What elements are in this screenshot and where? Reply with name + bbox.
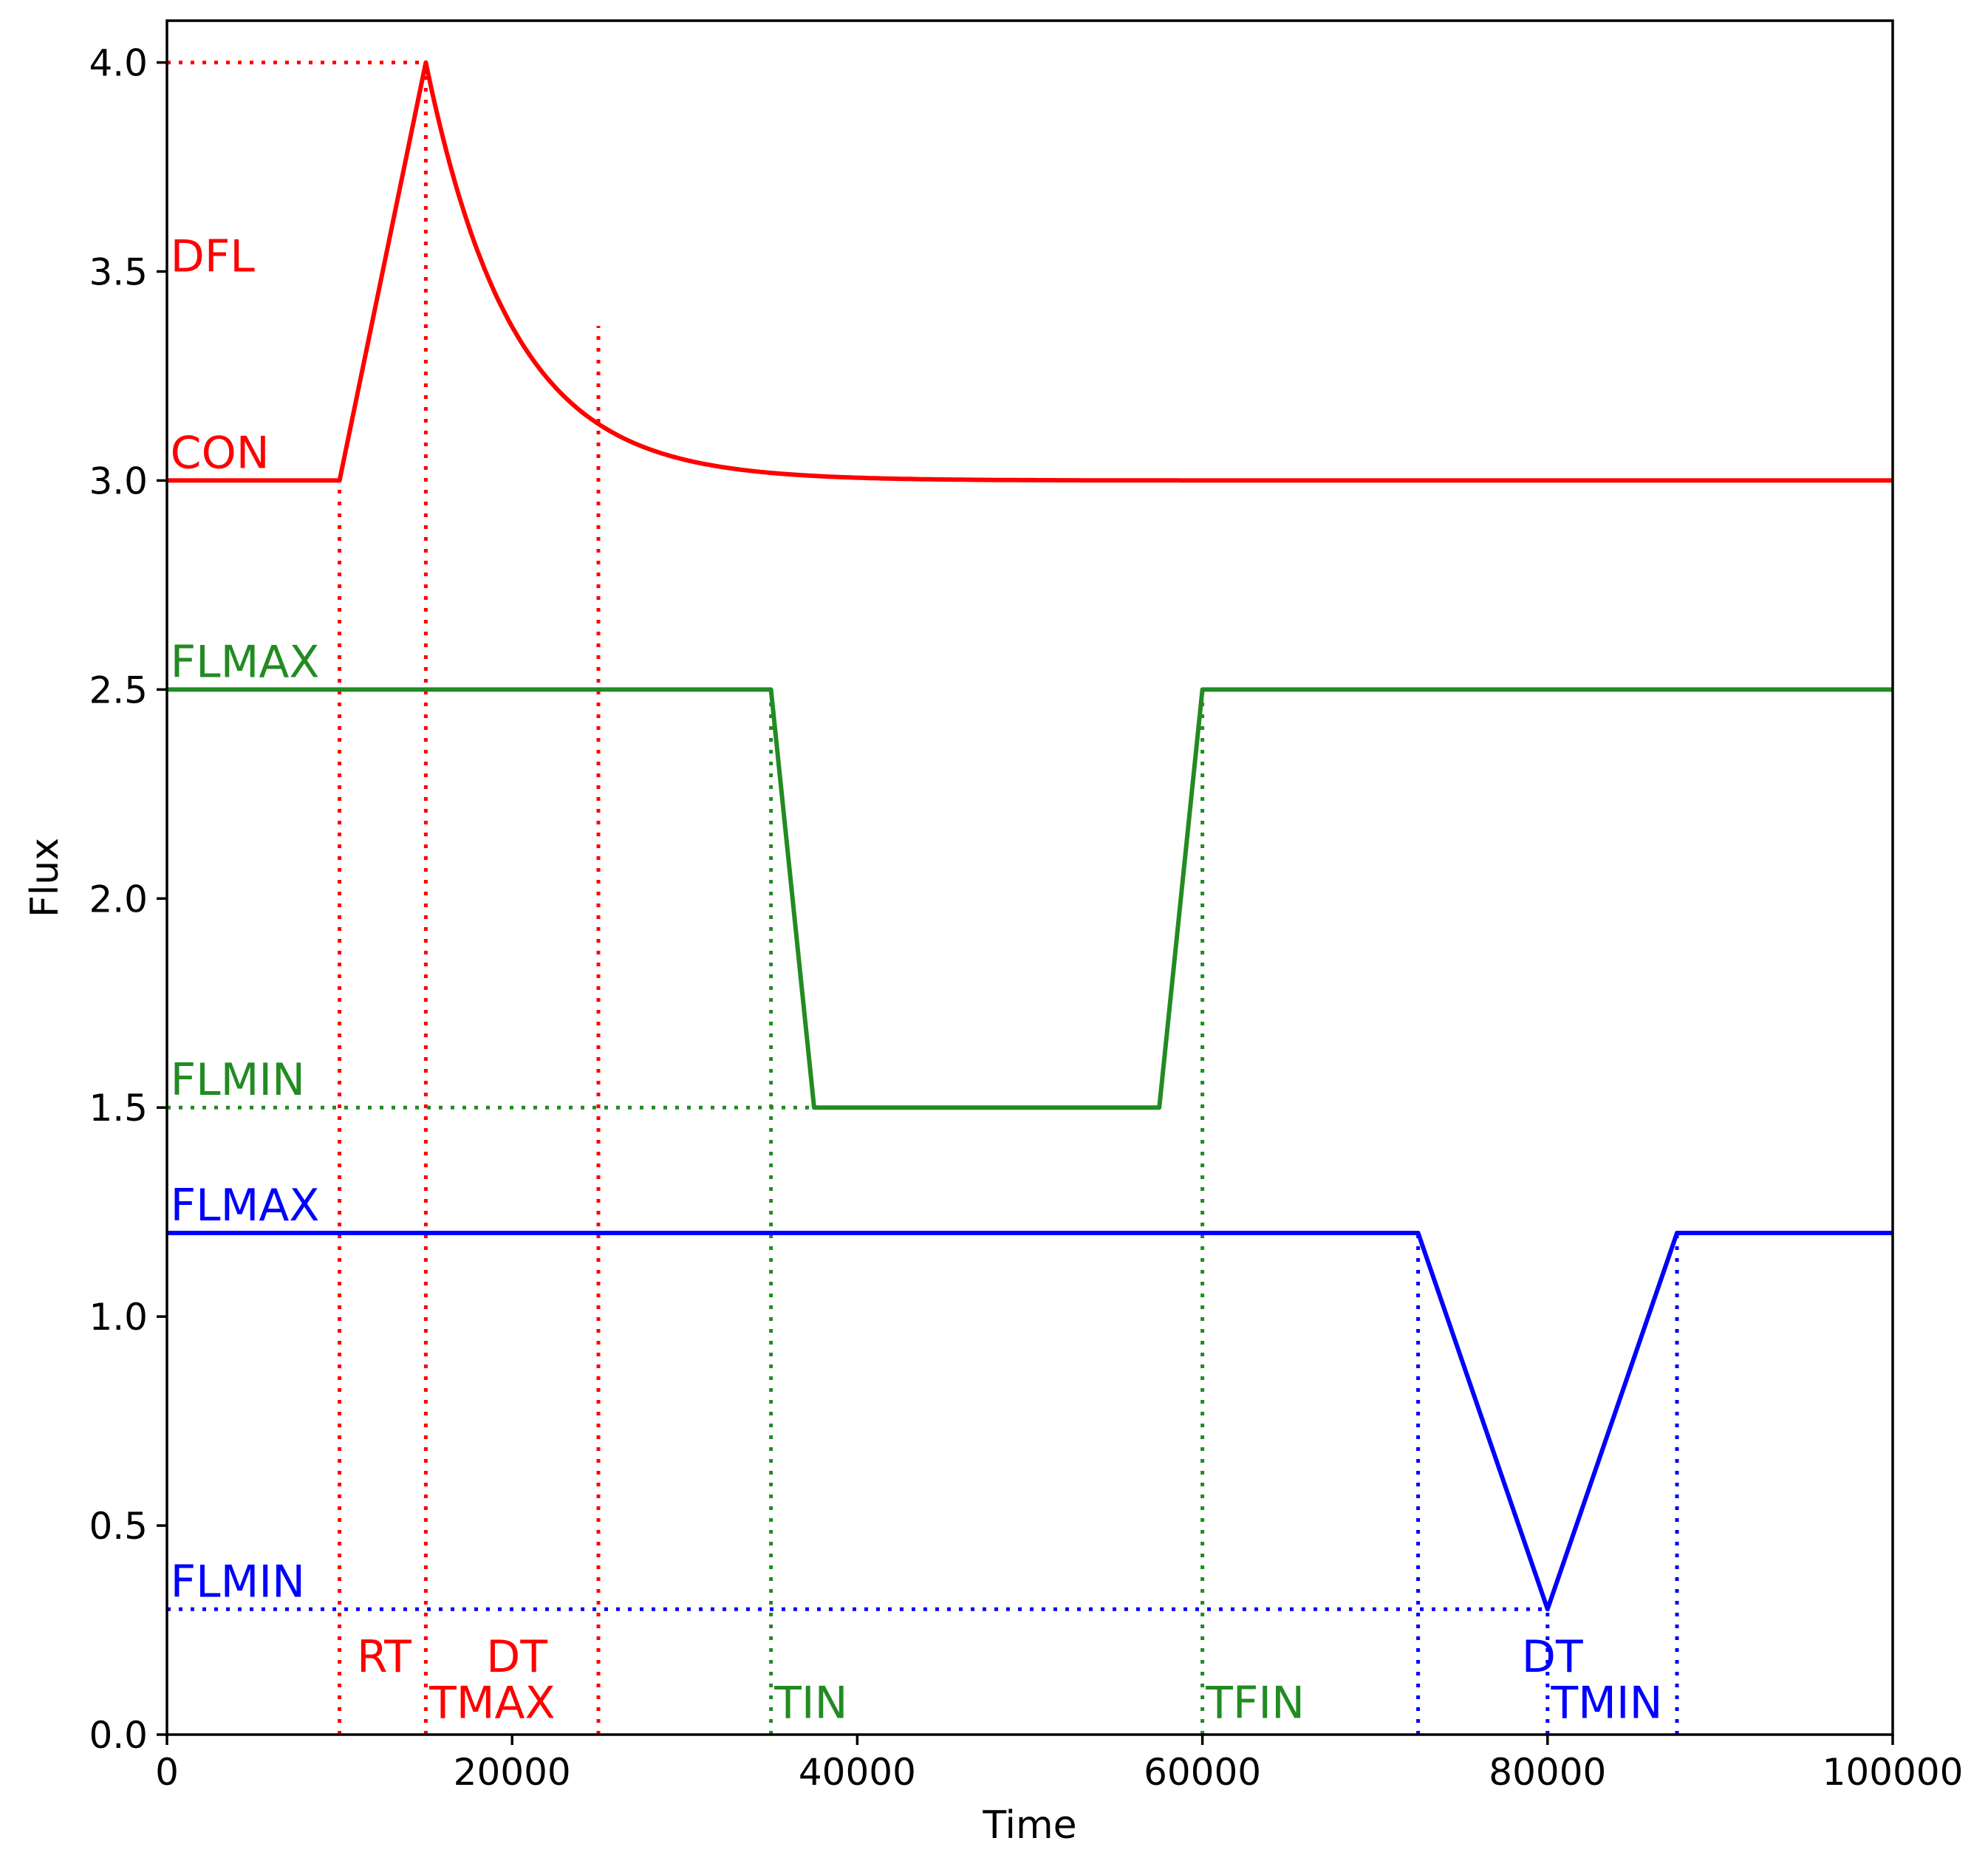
x-axis-ticks: 0 20000 40000 60000 80000 100000 [155, 1735, 1963, 1794]
x-tick-label-5: 100000 [1823, 1751, 1964, 1794]
annotation-flmax-9: FLMAX [171, 1180, 320, 1232]
annotation-tfin-8: TFIN [1205, 1677, 1305, 1729]
annotation-dfl-0: DFL [171, 231, 256, 283]
y-tick-label-7: 3.5 [89, 251, 148, 294]
annotation-tmin-12: TMIN [1550, 1677, 1662, 1729]
annotation-rt-2: RT [357, 1631, 411, 1683]
y-tick-label-8: 4.0 [89, 42, 148, 85]
x-tick-label-3: 60000 [1144, 1751, 1261, 1794]
y-tick-label-3: 1.5 [89, 1087, 148, 1130]
series-layer [167, 60, 1893, 1612]
annotation-tmax-4: TMAX [428, 1677, 556, 1729]
annotation-flmax-5: FLMAX [171, 636, 320, 688]
annotation-flmin-10: FLMIN [171, 1556, 305, 1608]
x-tick-label-4: 80000 [1489, 1751, 1606, 1794]
guides-layer [167, 61, 1679, 1735]
y-tick-label-4: 2.0 [89, 878, 148, 920]
y-axis-ticks: 0.0 0.5 1.0 1.5 2.0 2.5 3.0 3.5 4.0 [89, 42, 167, 1757]
y-tick-label-6: 3.0 [89, 460, 148, 502]
series-line-2 [167, 1231, 1893, 1612]
x-tick-label-2: 40000 [799, 1751, 916, 1794]
series-line-0 [167, 60, 1893, 483]
annotation-tin-7: TIN [773, 1677, 847, 1729]
y-axis-label: Flux [23, 838, 67, 918]
plot-frame [165, 19, 1894, 1736]
x-axis-label: Time [982, 1803, 1076, 1848]
x-tick-label-0: 0 [155, 1751, 179, 1794]
annotation-con-1: CON [171, 427, 270, 479]
y-tick-label-5: 2.5 [89, 669, 148, 711]
annotation-dt-11: DT [1522, 1631, 1583, 1683]
annotation-dt-3: DT [486, 1631, 547, 1683]
x-tick-label-1: 20000 [454, 1751, 571, 1794]
y-tick-label-0: 0.0 [89, 1714, 148, 1757]
y-tick-label-2: 1.0 [89, 1296, 148, 1339]
annotation-flmin-6: FLMIN [171, 1054, 305, 1106]
series-line-1 [167, 687, 1893, 1110]
y-tick-label-1: 0.5 [89, 1505, 148, 1548]
